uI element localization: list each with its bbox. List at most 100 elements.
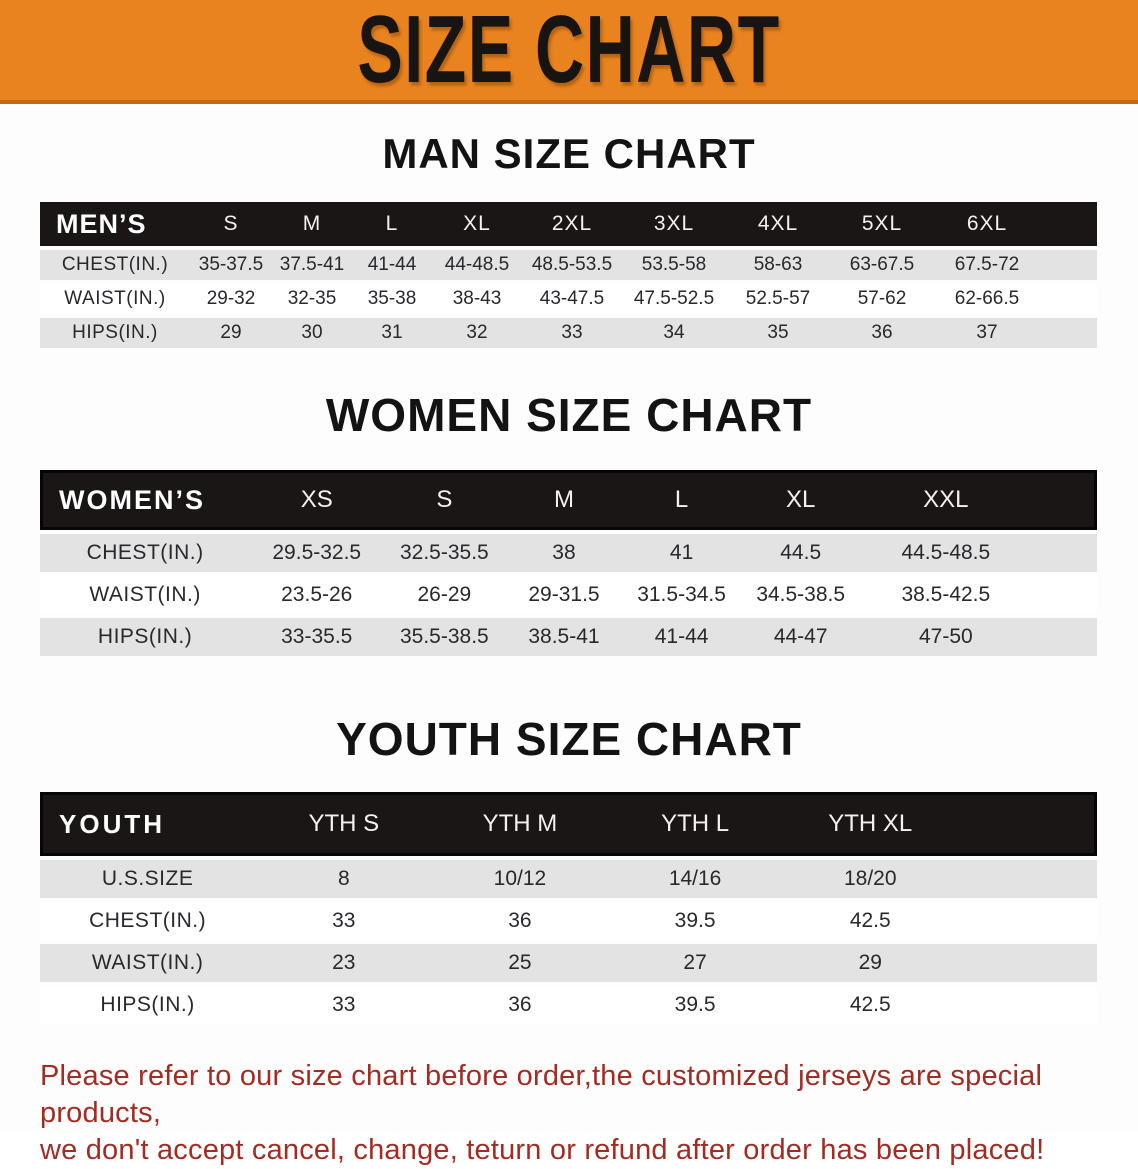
men-table-row: HIPS(IN.) 29 30 31 32 33 34 35 36 37 — [40, 318, 1097, 348]
row-spacer — [957, 944, 1097, 982]
men-table-row: CHEST(IN.) 35-37.5 37.5-41 41-44 44-48.5 48.5… — [40, 250, 1097, 280]
measure-value: 38-43 — [432, 284, 522, 314]
measure-value: 29.5-32.5 — [250, 534, 384, 572]
measure-value: 38.5-42.5 — [860, 576, 1031, 614]
measure-value: 38.5-41 — [505, 618, 623, 656]
youth-table-row: U.S.SIZE 8 10/12 14/16 18/20 — [40, 860, 1097, 898]
disclaimer: Please refer to our size chart before or… — [40, 1058, 1138, 1169]
measure-value: 32-35 — [272, 284, 352, 314]
measure-value: 44.5 — [740, 534, 861, 572]
women-size-column-header: XXL — [860, 470, 1031, 530]
measure-row-label: HIPS(IN.) — [40, 618, 251, 656]
women-size-column-header: L — [622, 470, 741, 530]
youth-header-spacer — [957, 792, 1097, 856]
youth-size-column-header: YTH S — [255, 792, 433, 856]
measure-value: 34 — [622, 318, 726, 348]
measure-value: 48.5-53.5 — [522, 250, 622, 280]
measure-value: 36 — [432, 902, 608, 940]
measure-row-label: WAIST(IN.) — [40, 576, 251, 614]
measure-value: 29 — [782, 944, 958, 982]
men-size-section: MAN SIZE CHART MEN’S S M L XL 2XL 3XL 4XL 5XL 6XL… — [0, 130, 1138, 352]
youth-size-table: YOUTH YTH S YTH M YTH L YTH XL U.S.SIZE 8 10/12… — [40, 788, 1097, 1028]
measure-value: 44-48.5 — [432, 250, 522, 280]
measure-value: 43-47.5 — [522, 284, 622, 314]
measure-value: 32 — [432, 318, 522, 348]
measure-value: 57-62 — [830, 284, 934, 314]
measure-value: 35-38 — [352, 284, 432, 314]
men-size-column-header: L — [352, 202, 432, 246]
measure-value: 37.5-41 — [272, 250, 352, 280]
women-header-spacer — [1030, 470, 1097, 530]
women-table-row: HIPS(IN.) 33-35.5 35.5-38.5 38.5-41 41-44 44-… — [40, 618, 1097, 656]
measure-row-label: WAIST(IN.) — [40, 944, 256, 982]
measure-value: 35 — [726, 318, 830, 348]
men-size-table: MEN’S S M L XL 2XL 3XL 4XL 5XL 6XL CHEST(IN.) 35-37… — [40, 198, 1097, 352]
measure-value: 42.5 — [782, 902, 958, 940]
measure-row-label: CHEST(IN.) — [40, 534, 251, 572]
measure-value: 36 — [432, 986, 608, 1024]
measure-value: 34.5-38.5 — [740, 576, 861, 614]
measure-value: 23.5-26 — [250, 576, 384, 614]
men-section-title: MAN SIZE CHART — [382, 130, 756, 177]
measure-value: 36 — [830, 318, 934, 348]
measure-row-label: HIPS(IN.) — [40, 318, 190, 348]
measure-row-label: WAIST(IN.) — [40, 284, 190, 314]
row-spacer — [1030, 576, 1097, 614]
men-size-column-header: M — [272, 202, 352, 246]
banner: SIZE CHART — [0, 0, 1138, 104]
measure-value: 14/16 — [607, 860, 783, 898]
men-size-column-header: 6XL — [934, 202, 1040, 246]
measure-value: 26-29 — [383, 576, 506, 614]
measure-value: 23 — [255, 944, 433, 982]
men-group-label: MEN’S — [40, 202, 190, 246]
measure-value: 41-44 — [622, 618, 741, 656]
measure-value: 33 — [255, 986, 433, 1024]
women-size-column-header: XL — [740, 470, 861, 530]
men-size-column-header: 3XL — [622, 202, 726, 246]
measure-value: 31.5-34.5 — [622, 576, 741, 614]
women-size-column-header: M — [505, 470, 623, 530]
measure-value: 10/12 — [432, 860, 608, 898]
women-table-row: CHEST(IN.) 29.5-32.5 32.5-35.5 38 41 44.5 44.5… — [40, 534, 1097, 572]
measure-value: 47.5-52.5 — [622, 284, 726, 314]
measure-value: 29 — [190, 318, 272, 348]
row-spacer — [1030, 618, 1097, 656]
measure-row-label: U.S.SIZE — [40, 860, 256, 898]
disclaimer-line: Please refer to our size chart before or… — [40, 1060, 1043, 1130]
youth-size-column-header: YTH XL — [782, 792, 958, 856]
measure-value: 8 — [255, 860, 433, 898]
measure-value: 41-44 — [352, 250, 432, 280]
measure-value: 62-66.5 — [934, 284, 1040, 314]
women-size-table: WOMEN’S XS S M L XL XXL CHEST(IN.) 29.5-32.5 32.5… — [40, 466, 1097, 660]
women-group-label: WOMEN’S — [40, 470, 251, 530]
row-spacer — [957, 902, 1097, 940]
row-spacer — [957, 986, 1097, 1024]
banner-title: SIZE CHART — [357, 0, 781, 103]
measure-value: 58-63 — [726, 250, 830, 280]
row-spacer — [1040, 318, 1097, 348]
measure-value: 63-67.5 — [830, 250, 934, 280]
measure-value: 44-47 — [740, 618, 861, 656]
measure-value: 37 — [934, 318, 1040, 348]
men-size-column-header: 2XL — [522, 202, 622, 246]
measure-value: 32.5-35.5 — [383, 534, 506, 572]
men-size-column-header: 5XL — [830, 202, 934, 246]
measure-value: 38 — [505, 534, 623, 572]
men-size-column-header: S — [190, 202, 272, 246]
women-section-title: WOMEN SIZE CHART — [325, 389, 813, 441]
disclaimer-line: we don't accept cancel, change, teturn o… — [40, 1134, 1045, 1167]
youth-size-section: YOUTH SIZE CHART YOUTH YTH S YTH M YTH L YTH… — [0, 712, 1138, 1028]
measure-value: 27 — [607, 944, 783, 982]
youth-size-column-header: YTH L — [607, 792, 783, 856]
measure-value: 35-37.5 — [190, 250, 272, 280]
measure-value: 18/20 — [782, 860, 958, 898]
women-header-row: WOMEN’S XS S M L XL XXL — [40, 470, 1097, 530]
youth-size-column-header: YTH M — [432, 792, 608, 856]
measure-value: 44.5-48.5 — [860, 534, 1031, 572]
measure-value: 33 — [522, 318, 622, 348]
measure-value: 39.5 — [607, 902, 783, 940]
men-table-row: WAIST(IN.) 29-32 32-35 35-38 38-43 43-47.5 47.… — [40, 284, 1097, 314]
men-header-spacer — [1040, 202, 1097, 246]
women-size-section: WOMEN SIZE CHART WOMEN’S XS S M L XL XXL CHEST(… — [0, 388, 1138, 660]
measure-row-label: CHEST(IN.) — [40, 902, 256, 940]
